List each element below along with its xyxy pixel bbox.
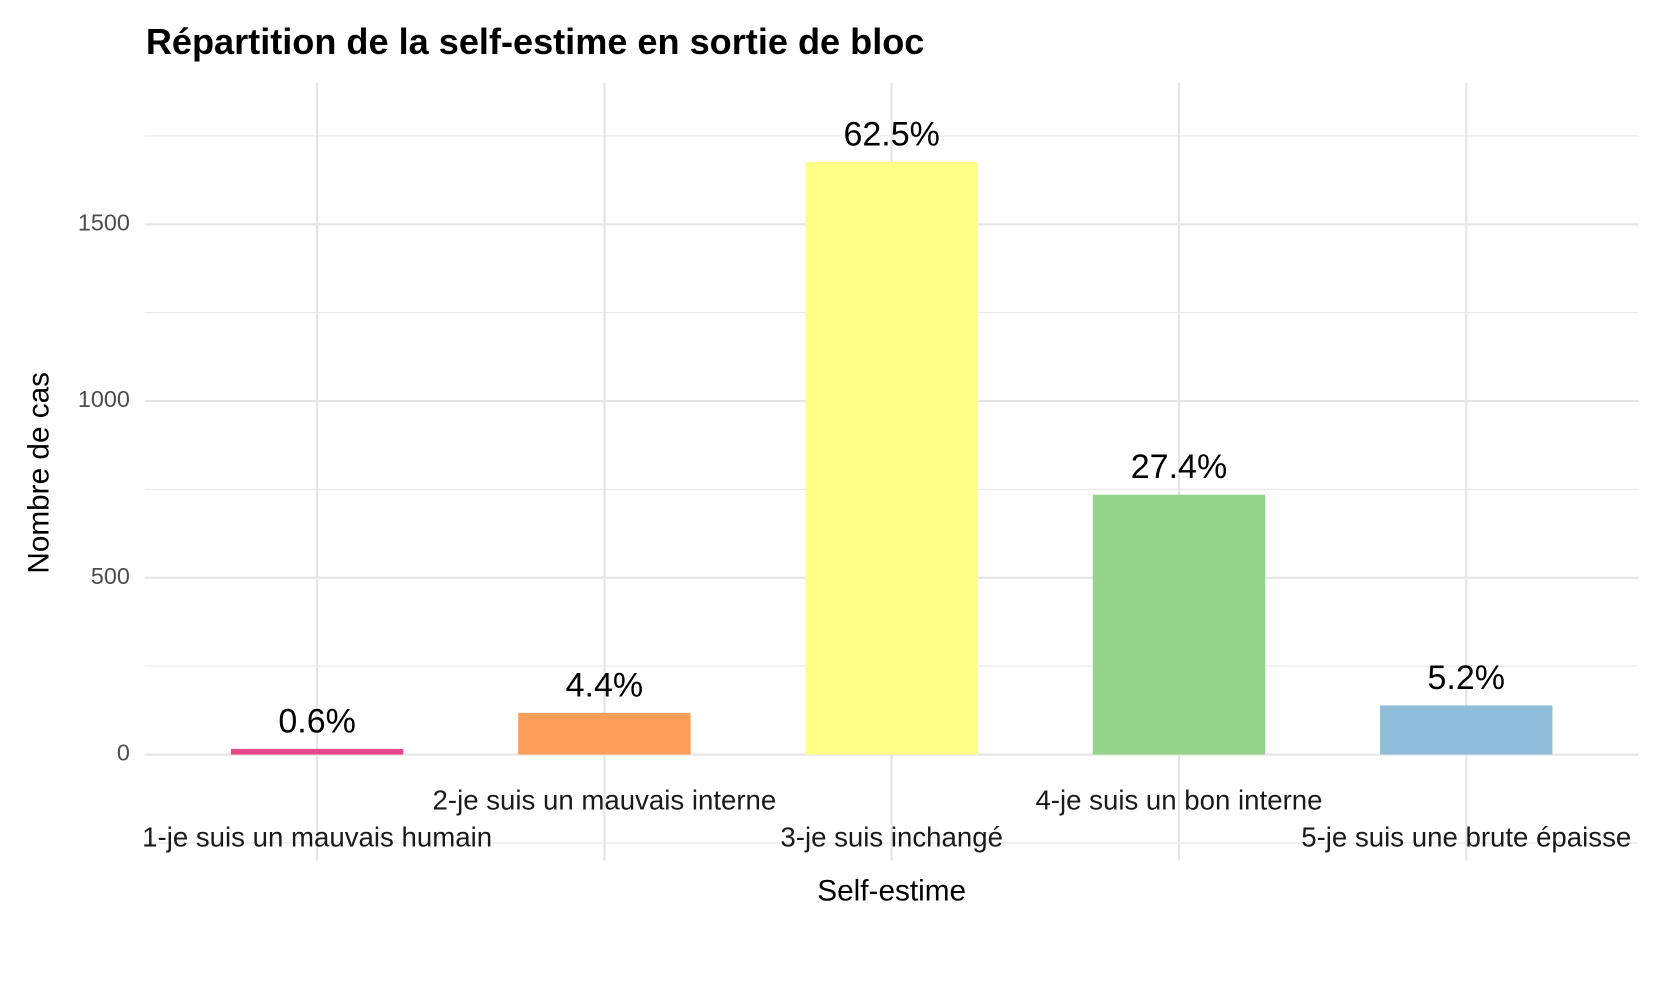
bar — [805, 162, 978, 755]
y-tick-label: 1000 — [78, 386, 130, 412]
chart-title: Répartition de la self-estime en sortie … — [146, 21, 925, 62]
value-label: 62.5% — [843, 116, 939, 154]
y-tick-label: 1500 — [78, 209, 130, 235]
x-tick-label: 2-je suis un mauvais interne — [433, 784, 777, 815]
x-tick-label: 5-je suis une brute épaisse — [1301, 822, 1631, 853]
x-tick-label: 3-je suis inchangé — [780, 822, 1003, 853]
value-label: 4.4% — [566, 666, 644, 704]
value-label: 0.6% — [278, 702, 355, 740]
value-label: 27.4% — [1131, 448, 1227, 486]
y-axis-title: Nombre de cas — [22, 372, 55, 574]
x-tick-label: 1-je suis un mauvais humain — [142, 822, 492, 853]
y-tick-label: 500 — [91, 563, 130, 589]
y-tick-label: 0 — [117, 740, 130, 766]
bar — [1380, 705, 1553, 755]
x-axis-title: Self-estime — [817, 874, 966, 907]
x-tick-label: 4-je suis un bon interne — [1035, 784, 1322, 815]
value-label: 5.2% — [1428, 659, 1506, 697]
bar — [518, 712, 691, 755]
bar — [1092, 494, 1266, 755]
bar — [230, 748, 404, 755]
